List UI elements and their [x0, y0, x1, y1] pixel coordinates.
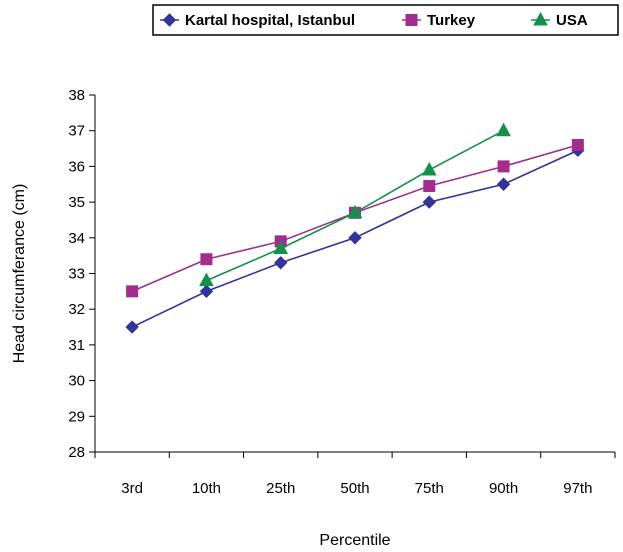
x-axis-title: Percentile — [319, 532, 390, 549]
data-point-usa — [199, 272, 214, 287]
data-point-usa — [347, 204, 363, 219]
y-tick-label: 31 — [68, 337, 85, 354]
x-tick-label: 3rd — [121, 480, 143, 497]
legend-marker-turkey — [405, 14, 418, 26]
y-tick-label: 36 — [68, 158, 85, 175]
data-point-turkey — [126, 285, 139, 298]
data-point-kartal-hospital-istanbul — [496, 177, 511, 191]
data-point-kartal-hospital-istanbul — [125, 320, 139, 334]
y-tick-label: 37 — [68, 123, 85, 140]
data-point-turkey — [423, 180, 436, 193]
x-tick-label: 90th — [489, 480, 518, 497]
data-point-usa — [273, 240, 289, 255]
data-point-usa — [421, 161, 437, 176]
y-tick-label: 30 — [68, 373, 85, 390]
legend-item-usa: USA — [531, 11, 588, 29]
y-tick-label: 38 — [68, 87, 85, 104]
x-tick-label: 50th — [340, 480, 369, 497]
x-tick-label: 10th — [192, 480, 221, 497]
legend-label: Kartal hospital, Istanbul — [185, 12, 355, 29]
axes: 28 29 30 31 32 33 34 35 36 37 38 3rd 10th 25th 50th 75… — [68, 87, 616, 497]
data-point-kartal-hospital-istanbul — [274, 256, 288, 270]
legend-marker-kartal-hospital-istanbul — [162, 13, 177, 27]
x-tick-label: 97th — [563, 480, 592, 497]
series-kartal-hospital-istanbul — [125, 143, 585, 334]
legend-item-turkey: Turkey — [402, 12, 476, 29]
data-point-turkey — [200, 253, 213, 266]
y-tick-label: 32 — [68, 301, 85, 318]
y-tick-label: 34 — [68, 230, 85, 247]
x-tick-label: 75th — [415, 480, 444, 497]
y-tick-label: 29 — [68, 408, 85, 425]
data-point-kartal-hospital-istanbul — [348, 231, 362, 245]
legend-marker-usa — [533, 11, 548, 26]
y-tick-label: 35 — [68, 194, 85, 211]
y-tick-label: 33 — [68, 266, 85, 283]
data-point-usa — [496, 122, 511, 137]
data-point-turkey — [497, 160, 510, 173]
legend-label: USA — [556, 12, 588, 29]
y-tick-label: 28 — [68, 444, 85, 461]
legend: Kartal hospital, Istanbul Turkey USA — [152, 4, 619, 36]
data-point-turkey — [571, 138, 584, 151]
series-usa — [199, 122, 511, 287]
x-tick-label: 25th — [266, 480, 295, 497]
legend-item-kartal-hospital-istanbul: Kartal hospital, Istanbul — [160, 12, 355, 29]
legend-label: Turkey — [427, 12, 476, 29]
data-point-kartal-hospital-istanbul — [199, 284, 214, 299]
y-axis-title: Head circumferance (cm) — [11, 184, 28, 364]
data-point-kartal-hospital-istanbul — [422, 195, 436, 209]
